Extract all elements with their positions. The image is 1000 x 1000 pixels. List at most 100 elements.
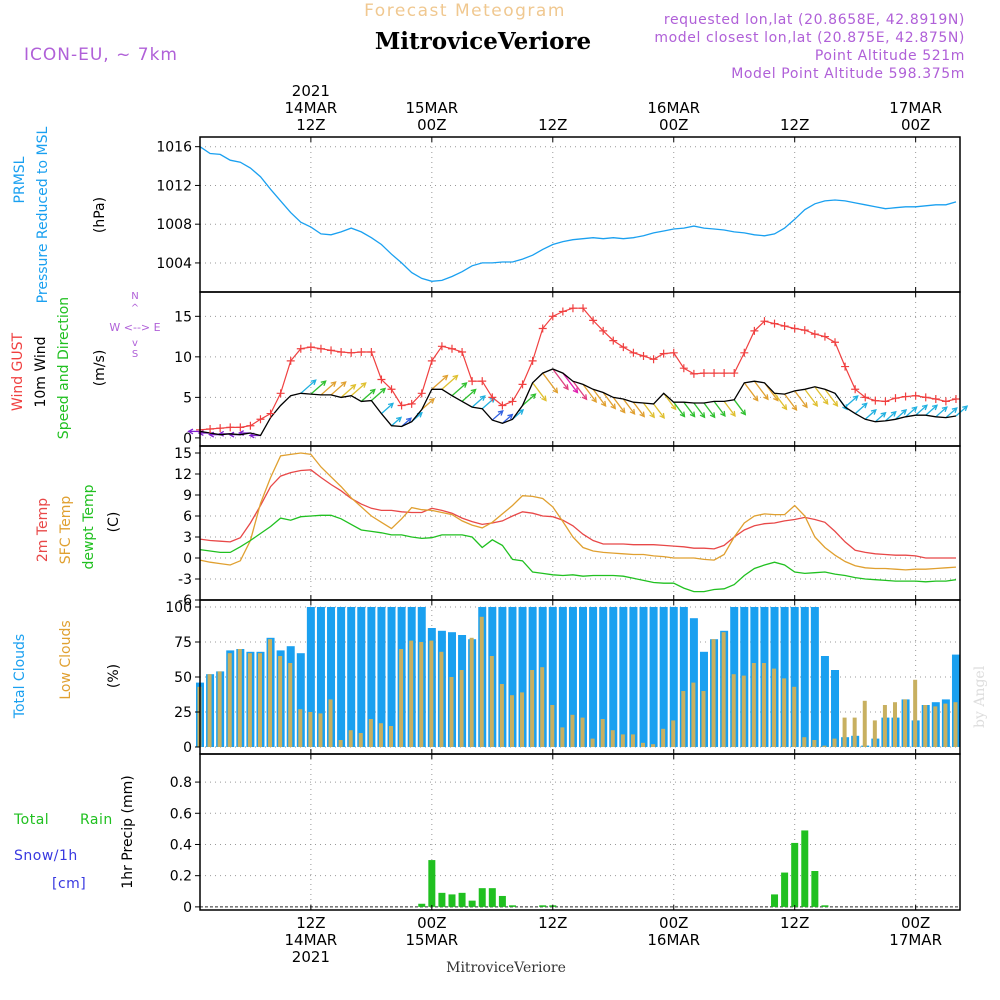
wind-gust-point bbox=[316, 344, 325, 353]
time-axis-top-label: 12Z bbox=[296, 116, 325, 134]
wind-arrow-head bbox=[187, 428, 194, 435]
clouds-label-unit: (%) bbox=[106, 664, 122, 688]
wind-direction-arrow bbox=[381, 402, 394, 415]
low-cloud-bar bbox=[681, 691, 686, 747]
wind-direction-arrow bbox=[612, 396, 626, 413]
wind-direction-arrow bbox=[743, 382, 759, 401]
wind-direction-arrow bbox=[945, 407, 958, 419]
low-cloud-bar bbox=[731, 674, 736, 747]
precip-label-cm: [cm] bbox=[52, 876, 86, 892]
wind-direction-arrow bbox=[300, 379, 317, 394]
wind-label-unit: (m/s) bbox=[92, 350, 108, 387]
wind-arrow-head bbox=[369, 388, 376, 395]
low-cloud-bar bbox=[409, 640, 414, 747]
wind-direction-arrow bbox=[491, 410, 504, 421]
wind-direction-arrow bbox=[814, 386, 829, 405]
low-cloud-bar bbox=[822, 745, 827, 747]
y-tick-label: 5 bbox=[183, 390, 192, 406]
wind-gust-point bbox=[951, 394, 960, 403]
rain-bar bbox=[771, 894, 779, 907]
low-cloud-bar bbox=[560, 727, 565, 747]
wind-direction-arrow bbox=[562, 372, 579, 393]
low-cloud-bar bbox=[318, 713, 323, 747]
total-cloud-bar bbox=[659, 607, 668, 747]
wind-arrow-head bbox=[670, 404, 677, 411]
wind-gust-point bbox=[820, 332, 829, 341]
wind-direction-arrow bbox=[663, 392, 677, 410]
wind-arrow-head bbox=[530, 393, 537, 400]
wind-gust-point bbox=[488, 393, 497, 402]
compass-n: N bbox=[131, 291, 138, 302]
low-cloud-bar bbox=[802, 737, 807, 747]
wind-direction-arrow bbox=[653, 403, 665, 419]
wind-gust-point bbox=[206, 424, 215, 433]
total-cloud-bar bbox=[357, 607, 366, 747]
wind-direction-arrow bbox=[320, 381, 337, 396]
wind-direction-arrow bbox=[905, 406, 918, 418]
wind-gust-point bbox=[599, 326, 608, 335]
wind-arrow-head bbox=[931, 404, 939, 411]
wind-arrow-head bbox=[659, 412, 665, 419]
wind-arrow-head bbox=[730, 410, 736, 417]
low-cloud-bar bbox=[308, 712, 313, 747]
header-model-altitude: Model Point Altitude 598.375m bbox=[731, 66, 965, 82]
wind-direction-arrow bbox=[330, 381, 347, 396]
low-cloud-bar bbox=[469, 637, 474, 747]
header-station: MitroviceVeriore bbox=[375, 28, 591, 55]
low-cloud-bar bbox=[399, 649, 404, 747]
rain-bar bbox=[458, 892, 466, 907]
wind-direction-arrow bbox=[522, 393, 536, 406]
rain-bar bbox=[781, 872, 789, 907]
wind-arrow-head bbox=[802, 402, 808, 409]
rain-bar bbox=[418, 903, 426, 907]
low-cloud-bar bbox=[550, 705, 555, 747]
precip-panel-labels: Total Rain Snow/1h [cm] 1hr Precip (mm) bbox=[13, 775, 136, 892]
low-cloud-bar bbox=[832, 738, 837, 747]
wind-direction-arrow bbox=[552, 368, 569, 390]
y-tick-label: 12 bbox=[174, 467, 192, 483]
time-axis-bottom-label: 16MAR bbox=[647, 931, 700, 949]
wind-arrow-head bbox=[563, 384, 569, 391]
wind-gust-point bbox=[387, 385, 396, 394]
wind-gust-point bbox=[941, 397, 950, 406]
wind-direction-arrow bbox=[673, 401, 686, 417]
total-cloud-bar bbox=[306, 607, 315, 747]
wind-gust-point bbox=[790, 324, 799, 333]
wind-gust-point bbox=[740, 348, 749, 357]
time-axis-top-label: 00Z bbox=[901, 116, 930, 134]
footer-station: MitroviceVeriore bbox=[446, 960, 566, 976]
low-cloud-bar bbox=[227, 653, 232, 747]
wind-arrow-head bbox=[600, 400, 607, 407]
wind-gust-point bbox=[639, 352, 648, 361]
precip-label-snow: Snow/1h bbox=[14, 848, 78, 864]
wind-gust-point bbox=[296, 344, 305, 353]
y-tick-label: 0 bbox=[183, 431, 192, 447]
wind-direction-arrow bbox=[804, 388, 818, 407]
wind-direction-arrow bbox=[632, 401, 645, 417]
low-cloud-bar bbox=[338, 740, 343, 747]
low-cloud-bar bbox=[661, 728, 666, 747]
wind-arrow-head bbox=[781, 404, 788, 411]
low-cloud-bar bbox=[278, 656, 283, 747]
wind-direction-arrow bbox=[935, 406, 948, 418]
time-axis-bottom-label: 17MAR bbox=[889, 931, 942, 949]
wind-gust-point bbox=[347, 348, 356, 357]
wind-arrow-head bbox=[518, 409, 525, 415]
y-tick-label: 1012 bbox=[156, 178, 192, 194]
low-cloud-bar bbox=[247, 653, 252, 747]
time-axis-bottom-label: 14MAR bbox=[285, 931, 338, 949]
low-cloud-bar bbox=[671, 720, 676, 747]
wind-arrow-head bbox=[852, 395, 859, 401]
wind-gust-point bbox=[498, 401, 507, 410]
panel-frame bbox=[199, 136, 961, 293]
low-cloud-bar bbox=[530, 670, 535, 747]
time-axis-top-label: 17MAR bbox=[889, 99, 942, 117]
wind-gust-point bbox=[236, 423, 245, 432]
wind-panel-labels: Wind GUST 10m Wind Speed and Direction (… bbox=[10, 297, 108, 439]
y-tick-label: 6 bbox=[183, 509, 192, 525]
wind-gust-point bbox=[649, 355, 658, 364]
wind-arrow-head bbox=[541, 395, 547, 402]
wind-direction-arrow bbox=[310, 380, 327, 395]
wind-direction-arrow bbox=[360, 388, 376, 402]
wind-arrow-head bbox=[396, 416, 403, 423]
